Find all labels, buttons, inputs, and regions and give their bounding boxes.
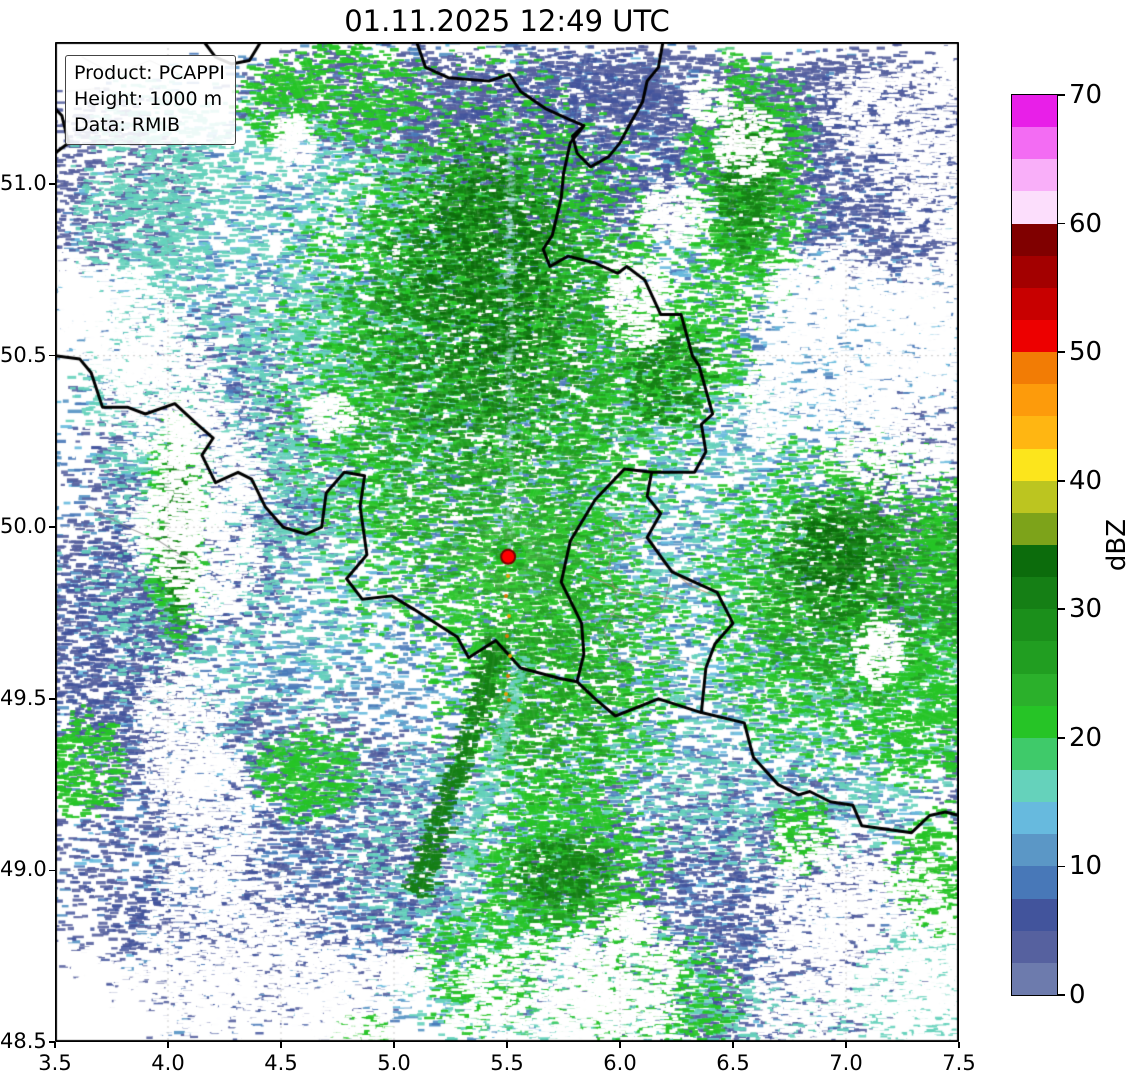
colorbar-segment [1012,705,1057,738]
y-tick-label: 49.5 [0,685,47,710]
info-product: Product: PCAPPI [74,62,225,84]
colorbar-segment [1012,191,1057,224]
y-tick-label: 50.0 [0,514,47,539]
x-tick-label: 6.5 [716,1051,750,1075]
y-tick-mark [49,354,55,357]
x-tick-mark [732,1042,734,1048]
colorbar-segment [1012,769,1057,803]
x-tick-mark [167,1042,169,1048]
colorbar-segment [1012,673,1057,706]
x-tick-mark [280,1042,282,1048]
x-tick-label: 3.5 [38,1051,72,1075]
colorbar-tick-label: 30 [1069,594,1103,625]
x-tick-mark [506,1042,508,1048]
x-tick-label: 4.0 [151,1051,185,1075]
colorbar-segment [1012,802,1057,835]
colorbar-tick-mark [1058,222,1065,225]
colorbar-segment [1012,159,1057,192]
y-tick-mark [49,869,55,872]
colorbar-segment [1012,127,1057,160]
colorbar-segment [1012,480,1057,513]
colorbar-tick-label: 20 [1069,722,1103,753]
colorbar-segment [1012,512,1057,545]
x-tick-mark [54,1042,56,1048]
colorbar-tick-mark [1058,94,1065,96]
colorbar-tick-label: 50 [1069,337,1103,368]
colorbar-tick-mark [1058,737,1065,739]
colorbar-segment [1012,577,1057,610]
x-tick-label: 4.5 [264,1051,298,1075]
colorbar-tick-label: 70 [1069,80,1103,110]
colorbar-segment [1012,962,1057,995]
y-tick-mark [49,1041,55,1043]
colorbar-segment [1012,223,1057,256]
y-tick-mark [49,526,55,529]
x-tick-label: 7.0 [829,1051,863,1075]
colorbar-tick-label: 10 [1069,851,1103,882]
x-tick-mark [393,1042,395,1048]
colorbar-tick-label: 0 [1069,980,1086,1010]
radar-map-canvas [55,42,959,1042]
colorbar-segment [1012,544,1057,578]
x-tick-label: 7.5 [942,1051,976,1075]
y-tick-label: 48.5 [0,1029,47,1053]
colorbar-tick-mark [1058,479,1065,482]
colorbar-segment [1012,384,1057,417]
colorbar-segment [1012,834,1057,867]
colorbar-segment [1012,737,1057,770]
colorbar-segment [1012,641,1057,674]
colorbar-segment [1012,866,1057,899]
colorbar-segment [1012,609,1057,642]
x-tick-label: 6.0 [603,1051,637,1075]
info-height: Height: 1000 m [74,88,223,110]
x-tick-mark [619,1042,621,1048]
y-tick-mark [49,698,55,700]
y-tick-mark [49,183,55,185]
colorbar-segment [1012,898,1057,931]
colorbar-tick-mark [1058,994,1065,996]
colorbar-segment [1012,319,1057,353]
x-tick-mark [958,1042,960,1048]
x-tick-mark [845,1042,847,1048]
colorbar-tick-label: 40 [1069,465,1103,496]
colorbar-segment [1012,930,1057,963]
info-source: Data: RMIB [74,114,181,136]
colorbar-segment [1012,255,1057,288]
colorbar-tick-label: 60 [1069,208,1103,239]
colorbar-tick-mark [1058,865,1065,868]
colorbar-tick-mark [1058,608,1065,611]
plot-title: 01.11.2025 12:49 UTC [344,4,670,38]
colorbar [1011,94,1058,996]
y-tick-label: 50.5 [0,342,47,367]
colorbar-segment [1012,448,1057,481]
y-tick-label: 49.0 [0,857,47,882]
colorbar-segment [1012,95,1057,128]
y-tick-label: 51.0 [0,171,47,196]
product-info-box: Product: PCAPPI Height: 1000 m Data: RMI… [65,55,236,145]
x-tick-label: 5.0 [377,1051,411,1075]
colorbar-segment [1012,287,1057,320]
colorbar-segment [1012,352,1057,385]
colorbar-tick-mark [1058,351,1065,353]
colorbar-segment [1012,416,1057,449]
colorbar-unit-label: dBZ [1102,518,1132,572]
x-tick-label: 5.5 [490,1051,524,1075]
